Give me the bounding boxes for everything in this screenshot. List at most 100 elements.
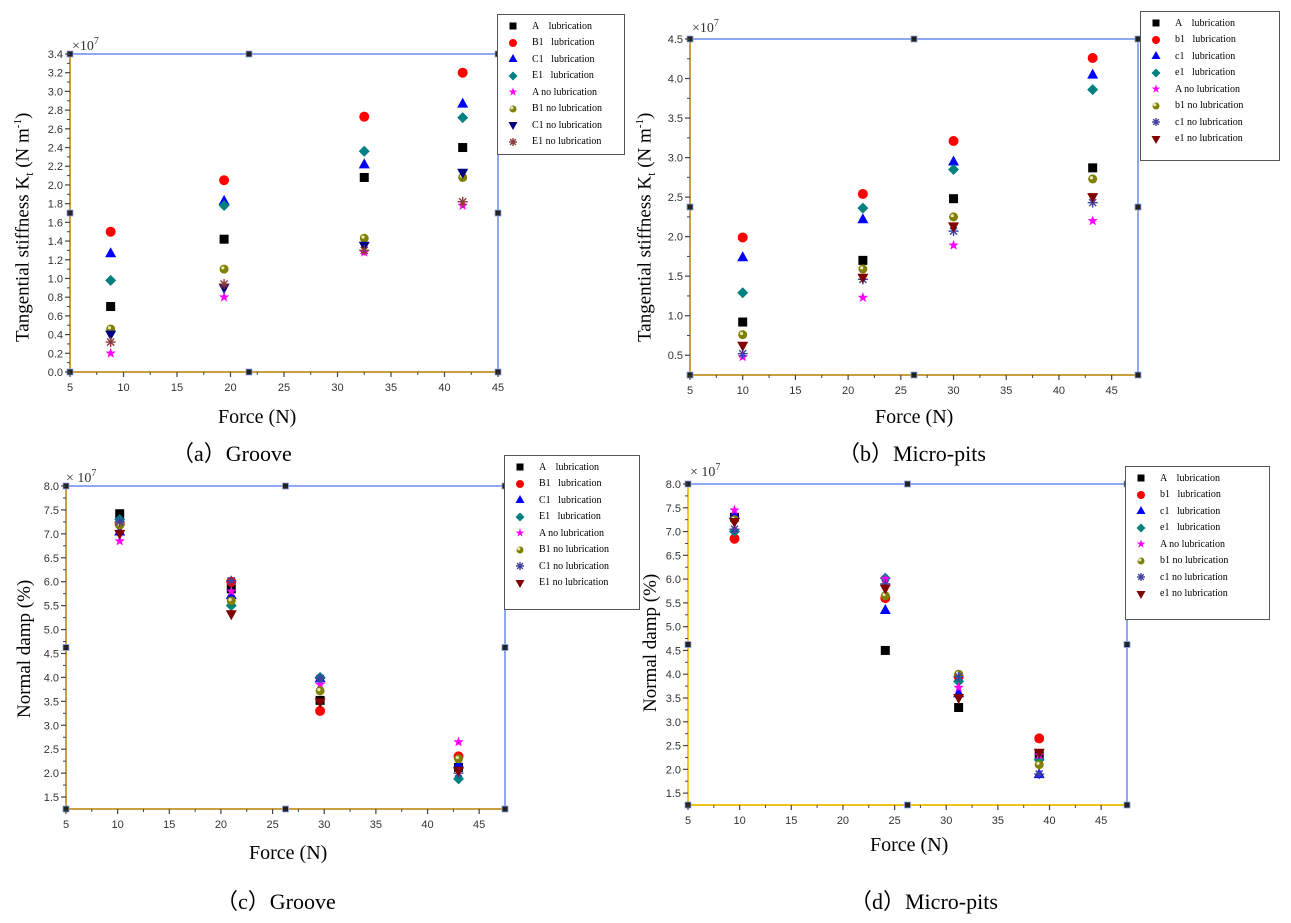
x-tick-label: 10 — [737, 385, 749, 397]
y-tick-label: 3.5 — [44, 696, 59, 708]
x-tick-label: 15 — [171, 382, 183, 394]
frame-resize-handle[interactable] — [686, 203, 694, 211]
frame-resize-handle[interactable] — [245, 368, 253, 376]
frame-resize-handle[interactable] — [904, 801, 911, 809]
data-point — [315, 705, 326, 716]
legend-marker-diamond-icon — [508, 71, 518, 81]
legend-label: c1 lubrication — [1175, 50, 1236, 62]
legend-item: B1 lubrication — [509, 476, 635, 493]
frame-resize-handle[interactable] — [501, 644, 509, 651]
legend-label: C1 lubrication — [539, 494, 602, 506]
legend-item: A lubrication — [1145, 15, 1275, 32]
y-tick-label: 2.5 — [666, 741, 681, 753]
data-point — [880, 573, 891, 584]
legend-label: C1 no lubrication — [539, 560, 609, 572]
data-point — [1088, 163, 1098, 173]
frame-resize-handle[interactable] — [684, 641, 692, 648]
data-point — [226, 596, 236, 606]
y-tick-label: 3.0 — [48, 86, 63, 98]
data-point — [1087, 215, 1098, 226]
series-3 — [737, 84, 1099, 299]
y-tick-label: 5.0 — [666, 622, 681, 634]
legend-marker-triangle-up-icon — [515, 495, 525, 504]
y-tick-label: 5.5 — [44, 601, 59, 613]
series-4 — [114, 535, 464, 747]
y-tick-label: 1.4 — [48, 236, 63, 248]
data-point — [1088, 174, 1098, 184]
series-1 — [737, 52, 1098, 243]
y-tick-label: 2.5 — [668, 192, 683, 204]
y-tick-label: 0.5 — [668, 350, 683, 362]
data-point — [857, 273, 869, 284]
y-tick-label: 1.0 — [668, 311, 683, 323]
frame-resize-handle[interactable] — [910, 371, 918, 379]
frame-resize-handle[interactable] — [910, 35, 918, 43]
data-point — [454, 754, 464, 764]
y-tick-label: 3.0 — [668, 153, 683, 165]
legend-marker-ball-icon — [509, 105, 517, 113]
x-tick-label: 20 — [215, 819, 227, 831]
y-tick-label: 0.2 — [48, 348, 63, 360]
frame-resize-handle[interactable] — [282, 482, 289, 490]
data-point — [105, 226, 116, 237]
legend-label: b1 no lubrication — [1175, 100, 1244, 112]
caption-c: （c）Groove — [216, 889, 336, 914]
legend-marker-star-icon — [515, 528, 525, 537]
data-point — [219, 234, 229, 244]
y-tick-label: 5.0 — [44, 625, 59, 637]
data-point — [315, 686, 325, 696]
data-point — [359, 172, 369, 182]
caption-b: （b）Micro-pits — [838, 441, 986, 466]
legend-marker-triangle-up-icon — [1151, 51, 1161, 60]
y-tick-label: 6.0 — [666, 574, 681, 586]
data-point — [315, 673, 326, 684]
x-tick-label: 35 — [1000, 385, 1012, 397]
chart-panel-c: 5 10 15 20 25 30 35 40 45 1.5 2.0 2.5 3.0 3.5 4.0 4.5 5.… — [0, 0, 640, 923]
legend-item: c1 no lubrication — [1145, 114, 1275, 131]
data-point — [948, 222, 960, 233]
legend-label: A no lubrication — [539, 527, 604, 539]
x-tick-label: 35 — [370, 819, 382, 831]
series-0 — [738, 163, 1098, 327]
data-point — [457, 112, 469, 124]
data-point — [729, 524, 740, 535]
series-7 — [114, 529, 465, 777]
frame-resize-handle[interactable] — [245, 50, 253, 58]
x-tick-label: 5 — [687, 385, 693, 397]
series-0 — [106, 143, 468, 312]
x-tick-label: 25 — [278, 382, 290, 394]
legend-marker-ball-icon — [1137, 557, 1145, 565]
x-tick-label: 35 — [385, 382, 397, 394]
legend-marker-ball-icon — [1152, 102, 1160, 110]
frame-resize-handle[interactable] — [501, 805, 509, 813]
data-point — [218, 194, 230, 205]
series-1 — [105, 67, 468, 237]
legend-marker-star-icon — [1136, 539, 1146, 548]
data-point — [953, 694, 965, 704]
y-tick-label: 0.0 — [48, 367, 63, 379]
data-point — [857, 202, 869, 214]
frame-resize-handle[interactable] — [62, 644, 70, 651]
frame-resize-handle[interactable] — [904, 480, 911, 488]
y-tick-label: 3.2 — [48, 68, 63, 80]
data-point — [857, 188, 868, 199]
legend-label: A lubrication — [1175, 17, 1235, 29]
y-tick-label: 1.5 — [666, 788, 681, 800]
data-point — [218, 291, 230, 302]
frame-resize-handle[interactable] — [282, 805, 289, 813]
frame-resize-handle[interactable] — [1134, 203, 1142, 211]
legend-item: A no lubrication — [509, 525, 635, 542]
data-point — [359, 111, 370, 122]
frame-resize-handle[interactable] — [1123, 641, 1131, 648]
legend-item: C1 lubrication — [502, 51, 620, 68]
frame-resize-handle[interactable] — [494, 209, 502, 217]
y-tick-label: 4.0 — [668, 74, 683, 86]
legend-marker-circle-icon — [1137, 490, 1145, 499]
frame-resize-handle[interactable] — [1134, 371, 1142, 379]
x-tick-label: 45 — [473, 819, 485, 831]
frame-resize-handle[interactable] — [1123, 801, 1131, 809]
legend-label: e1 lubrication — [1175, 67, 1236, 79]
data-point — [105, 247, 117, 258]
y-tick-label: 7.5 — [666, 503, 681, 515]
x-tick-label: 15 — [163, 819, 175, 831]
